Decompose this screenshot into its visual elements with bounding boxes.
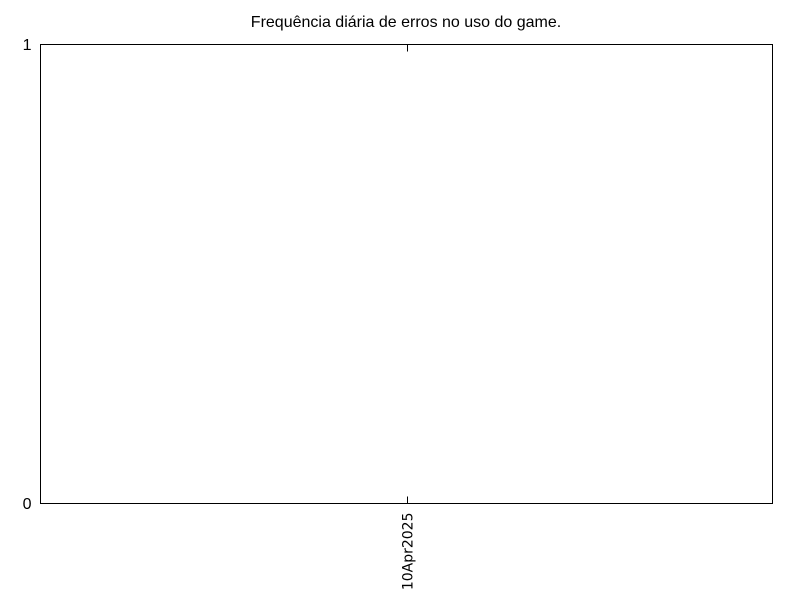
chart-title: Frequência diária de erros no uso do gam… (251, 14, 561, 31)
y-axis: 01 (23, 37, 47, 513)
y-tick-label: 0 (23, 496, 32, 513)
x-axis: 10Apr2025 (401, 44, 417, 591)
plot-area-frame (40, 44, 773, 504)
x-tick-label: 10Apr2025 (401, 513, 417, 591)
y-tick-label: 1 (23, 37, 32, 54)
